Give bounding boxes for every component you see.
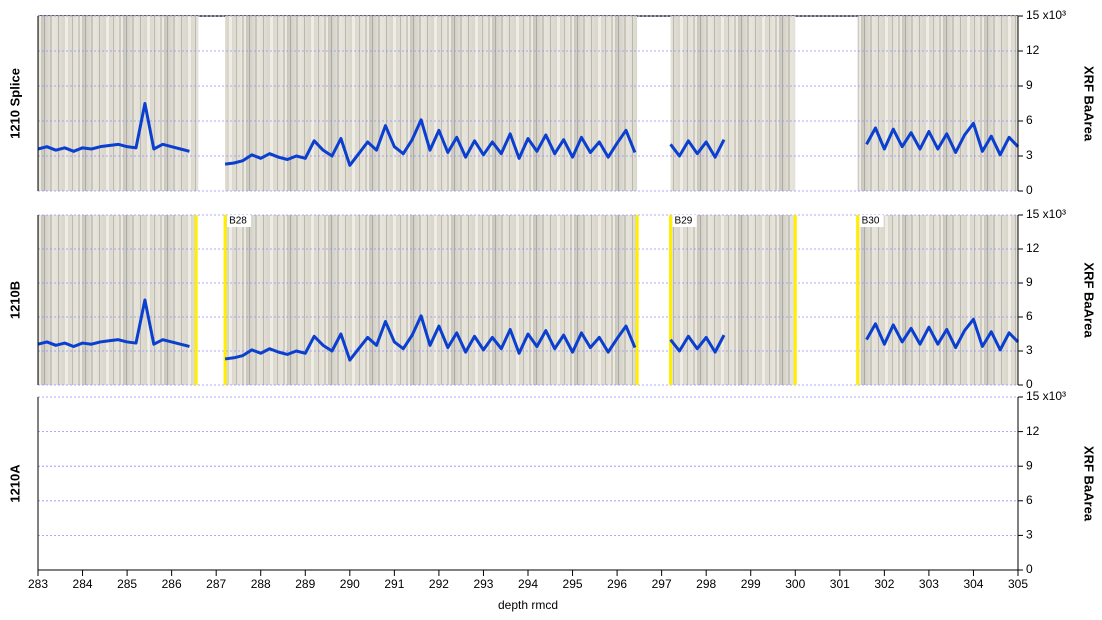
y-tick-label: 9: [1026, 275, 1033, 289]
y-tick-label: 0: [1026, 562, 1033, 576]
x-tick-label: 299: [741, 577, 761, 591]
data-line: [37, 298, 1020, 362]
y-tick-label: 12: [1026, 241, 1040, 255]
x-tick-label: 290: [340, 577, 360, 591]
y-axis-label: XRF BaArea: [1082, 262, 1097, 338]
x-tick-label: 293: [473, 577, 493, 591]
core-image: [857, 16, 1018, 191]
x-tick-label: 294: [518, 577, 538, 591]
x-tick-label: 302: [874, 577, 894, 591]
data-line: [37, 102, 1020, 167]
core-image: [670, 215, 796, 385]
x-tick-label: 297: [652, 577, 672, 591]
x-tick-label: 289: [295, 577, 315, 591]
y-tick-label: 9: [1026, 458, 1033, 472]
y-tick-label: 6: [1026, 113, 1033, 127]
core-label-box: [672, 215, 697, 227]
panel-label: 1210A: [7, 464, 22, 503]
y-tick-label: 0: [1026, 377, 1033, 391]
core-label: B28: [229, 216, 247, 227]
x-tick-label: 285: [117, 577, 137, 591]
y-tick-label: 15 x10³: [1026, 8, 1066, 22]
y-tick-label: 15 x10³: [1026, 207, 1066, 221]
core-image: [670, 16, 796, 191]
core-label: B30: [862, 216, 880, 227]
core-label-box: [227, 215, 252, 227]
core-image: [225, 16, 638, 191]
x-tick-label: 298: [696, 577, 716, 591]
x-axis-label: depth rmcd: [498, 598, 558, 612]
y-axis-label: XRF BaArea: [1082, 66, 1097, 142]
core-label-box: [859, 215, 884, 227]
x-tick-label: 300: [785, 577, 805, 591]
core-image: [38, 16, 199, 191]
y-tick-label: 3: [1026, 343, 1033, 357]
x-tick-label: 288: [251, 577, 271, 591]
y-tick-label: 9: [1026, 78, 1033, 92]
x-tick-label: 305: [1008, 577, 1028, 591]
x-tick-label: 295: [563, 577, 583, 591]
core-label: B29: [675, 216, 693, 227]
x-tick-label: 283: [28, 577, 48, 591]
y-axis-label: XRF BaArea: [1082, 446, 1097, 522]
panel-label: 1210B: [7, 281, 22, 319]
y-tick-label: 15 x10³: [1026, 389, 1066, 403]
x-tick-label: 286: [162, 577, 182, 591]
y-tick-label: 12: [1026, 43, 1040, 57]
y-tick-label: 3: [1026, 148, 1033, 162]
y-tick-label: 6: [1026, 309, 1033, 323]
x-tick-label: 284: [73, 577, 93, 591]
y-tick-label: 3: [1026, 528, 1033, 542]
x-tick-label: 291: [384, 577, 404, 591]
y-tick-label: 0: [1026, 183, 1033, 197]
x-tick-label: 304: [963, 577, 983, 591]
x-tick-label: 303: [919, 577, 939, 591]
y-tick-label: 6: [1026, 493, 1033, 507]
x-tick-label: 287: [206, 577, 226, 591]
x-tick-label: 301: [830, 577, 850, 591]
panel-label: 1210 Splice: [7, 68, 22, 139]
core-image: [225, 215, 638, 385]
x-tick-label: 292: [429, 577, 449, 591]
x-tick-label: 296: [607, 577, 627, 591]
core-image: [38, 215, 197, 385]
y-tick-label: 12: [1026, 424, 1040, 438]
core-image: [857, 215, 1018, 385]
